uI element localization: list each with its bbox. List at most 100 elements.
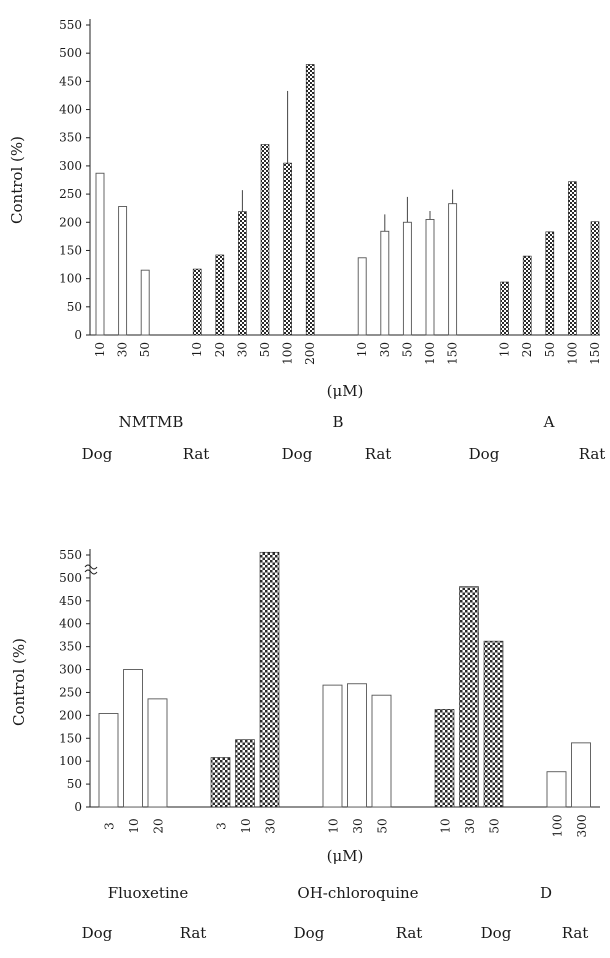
bar (259, 551, 280, 808)
x-tick-label: 30 (463, 818, 477, 833)
axis-break-icon (84, 564, 98, 575)
x-tick-label: 20 (152, 818, 166, 833)
bar (235, 739, 255, 808)
x-tick-label: 100 (281, 342, 295, 365)
y-tick-label: 500 (59, 571, 82, 585)
bar (357, 257, 367, 336)
x-tick-label: 50 (488, 818, 502, 833)
bar (98, 713, 119, 808)
y-tick-label: 50 (67, 777, 82, 791)
x-tick-label: 200 (303, 342, 317, 365)
y-tick-label: 150 (59, 243, 82, 257)
bar (322, 684, 343, 808)
y-tick-label: 350 (59, 131, 82, 145)
species-label: Dog (469, 445, 500, 463)
y-tick-label: 200 (59, 708, 82, 722)
y-tick-label: 400 (59, 103, 82, 117)
bar (568, 181, 577, 336)
bar (448, 203, 458, 336)
y-tick-label: 500 (59, 46, 82, 60)
species-label: Rat (396, 924, 423, 942)
y-tick-label: 250 (59, 685, 82, 699)
species-label: Rat (183, 445, 210, 463)
x-tick-label: 30 (378, 342, 392, 357)
x-tick-label: 30 (116, 342, 130, 357)
species-label: Dog (481, 924, 512, 942)
y-tick-label: 450 (59, 74, 82, 88)
x-tick-label: 300 (575, 815, 589, 838)
y-tick-label: 450 (59, 594, 82, 608)
species-label: Rat (579, 445, 606, 463)
species-label: Dog (82, 445, 113, 463)
x-tick-label: 20 (520, 342, 534, 357)
x-tick-label: 10 (93, 342, 107, 357)
bar (459, 586, 479, 808)
species-label: Rat (365, 445, 392, 463)
bar (118, 206, 128, 336)
bar (140, 269, 150, 336)
bar (371, 694, 392, 808)
y-tick-label: 400 (59, 617, 82, 631)
x-tick-label: 10 (190, 342, 204, 357)
y-tick-label: 200 (59, 215, 82, 229)
y-axis-label: Control (%) (10, 638, 28, 726)
x-tick-label: 150 (588, 342, 602, 365)
x-tick-label: 20 (213, 342, 227, 357)
bar (434, 709, 455, 808)
x-axis-unit-label: (μM) (327, 382, 364, 400)
x-tick-label: 10 (439, 818, 453, 833)
bar (402, 221, 412, 336)
bar (260, 144, 270, 336)
x-tick-label: 10 (355, 342, 369, 357)
x-tick-label: 100 (551, 815, 565, 838)
x-tick-label: 30 (264, 818, 278, 833)
bar (483, 640, 504, 808)
y-tick-label: 0 (74, 800, 82, 814)
y-axis-label: Control (%) (8, 136, 26, 224)
bar (500, 281, 509, 336)
y-tick-label: 350 (59, 640, 82, 654)
y-tick-label: 550 (59, 18, 82, 32)
y-tick-label: 50 (67, 300, 82, 314)
bar (192, 268, 202, 336)
x-tick-label: 10 (127, 818, 141, 833)
bar (347, 683, 367, 808)
compound-label: Fluoxetine (108, 884, 189, 902)
compound-label: B (332, 413, 343, 431)
bar (283, 162, 292, 336)
bar (571, 742, 591, 808)
bar (425, 219, 435, 336)
y-tick-label: 550 (59, 548, 82, 562)
bar (380, 230, 390, 336)
bar (215, 254, 225, 336)
chart-top: 0 50 100 150 200 250 300 350 400 450 500 550 Control… (8, 18, 606, 463)
x-tick-label: 100 (565, 342, 579, 365)
compound-label: OH-chloroquine (297, 884, 418, 902)
y-tick-label: 300 (59, 159, 82, 173)
x-tick-label: 30 (235, 342, 249, 357)
bar (546, 771, 567, 808)
x-tick-label: 50 (376, 818, 390, 833)
bar (545, 231, 555, 336)
y-tick-label: 100 (59, 272, 82, 286)
x-tick-label: 3 (215, 822, 229, 830)
species-label: Rat (180, 924, 207, 942)
bar (95, 172, 105, 336)
bar (590, 221, 600, 336)
chart-bottom: 050100150200250300350400450500550Control… (10, 548, 600, 942)
species-label: Dog (282, 445, 313, 463)
species-label: Dog (294, 924, 325, 942)
bar (305, 64, 315, 336)
x-tick-label: 30 (351, 818, 365, 833)
compound-label: D (540, 884, 552, 902)
x-axis-unit-label: (μM) (327, 847, 364, 865)
species-label: Rat (562, 924, 589, 942)
bar (123, 669, 143, 808)
x-tick-label: 50 (543, 342, 557, 357)
compound-label: NMTMB (119, 413, 184, 431)
x-tick-label: 3 (103, 822, 117, 830)
x-tick-label: 150 (446, 342, 460, 365)
y-tick-label: 150 (59, 731, 82, 745)
x-tick-label: 10 (239, 818, 253, 833)
